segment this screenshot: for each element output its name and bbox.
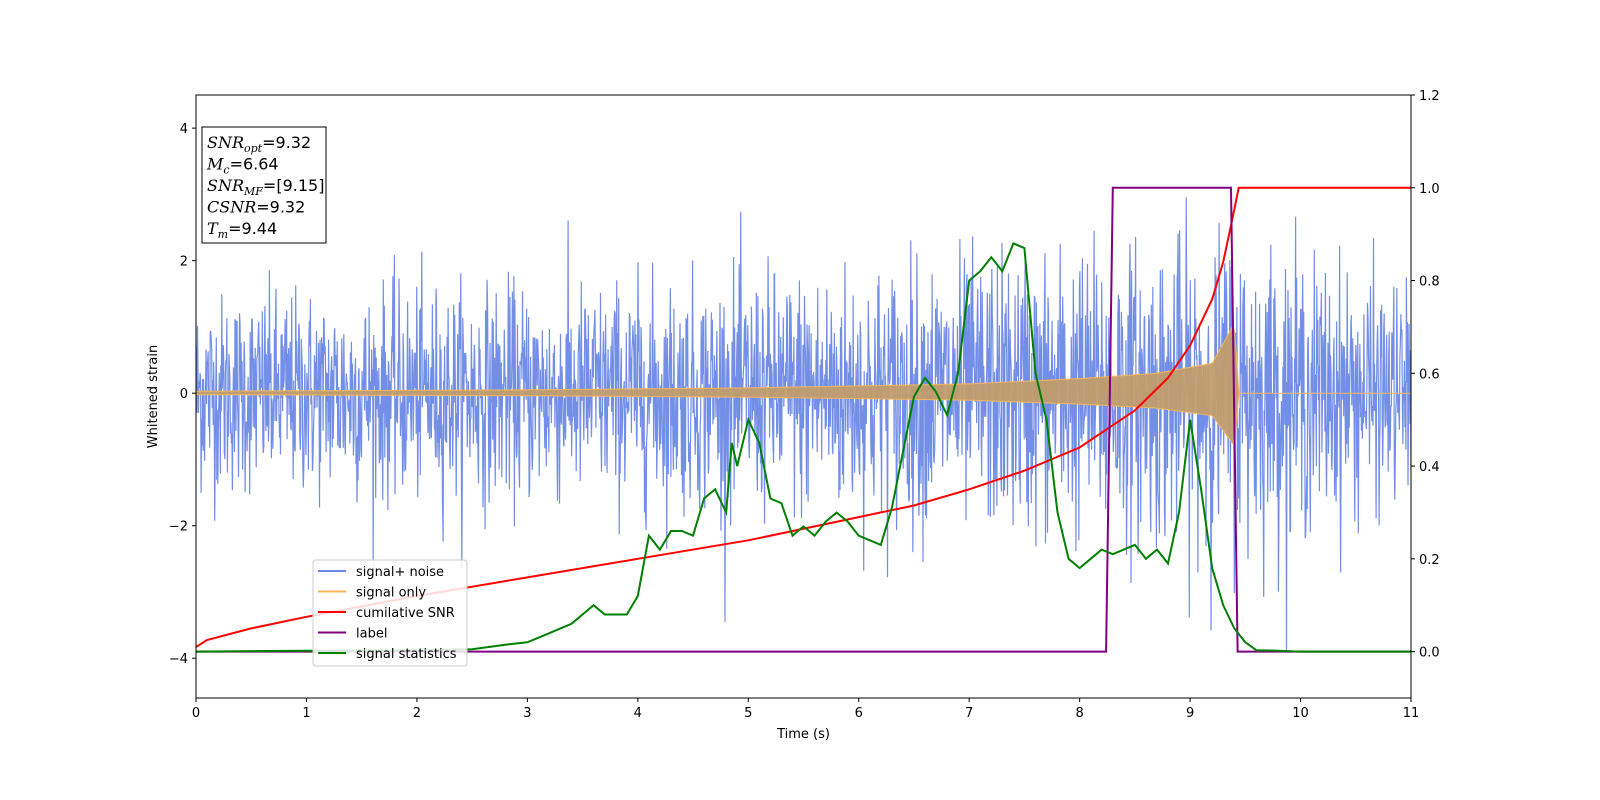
axis-ticks: 0 1 2 3 4 5 6 7 8 9 10 11 −4 −2 0 2 4 0.0 0.2 0.4 0.6 0.8 1.0 1…: [169, 89, 1440, 721]
x-tick-label: 10: [1292, 706, 1309, 721]
x-tick-label: 4: [634, 706, 642, 721]
series-signal-statistics: [196, 242, 1411, 653]
x-tick-label: 7: [965, 706, 973, 721]
annotation-value: =9.32: [256, 198, 305, 217]
legend-label: signal+ noise: [356, 565, 444, 580]
legend-frame: [312, 559, 468, 667]
annotation-frame: [201, 126, 327, 244]
y-left-tick-label: 0: [180, 387, 188, 402]
annotation-var: T: [207, 219, 219, 238]
series-signal-noise: [196, 197, 1411, 653]
annotation-var: CSNR: [207, 198, 256, 217]
x-tick-label: 2: [413, 706, 421, 721]
annotation-line: CSNR=9.32: [207, 198, 305, 217]
annotation-line: SNRMF=[9.15]: [207, 176, 324, 198]
series-label: [196, 186, 1411, 653]
series-signal-only: [196, 325, 1411, 445]
annotation-var: M: [206, 155, 224, 174]
annotation-value: =6.64: [230, 155, 279, 174]
x-tick-label: 6: [855, 706, 863, 721]
annotation-value: =9.44: [228, 219, 277, 238]
annotation-subscript: c: [223, 164, 229, 177]
y-right-tick-label: 0.8: [1419, 275, 1440, 290]
annotation-line: SNRopt=9.32: [207, 133, 311, 155]
y-right-tick-label: 0.4: [1419, 460, 1440, 475]
annotation-var: SNR: [207, 133, 244, 152]
annotation-subscript: MF: [243, 185, 263, 198]
legend-label: label: [356, 627, 387, 642]
stats-annotation-box: SNRopt=9.32Mc=6.64SNRMF=[9.15]CSNR=9.32T…: [201, 126, 327, 244]
y-left-tick-label: 4: [180, 122, 188, 137]
legend-label: cumilative SNR: [356, 606, 455, 621]
y-right-tick-label: 0.0: [1419, 646, 1440, 661]
annotation-value: =[9.15]: [263, 176, 325, 195]
axes-frame: [195, 94, 1412, 699]
y-left-tick-label: −2: [169, 520, 188, 535]
x-tick-label: 11: [1403, 706, 1420, 721]
annotation-line: Mc=6.64: [206, 155, 279, 177]
x-tick-label: 0: [192, 706, 200, 721]
y-right-tick-label: 1.2: [1419, 89, 1440, 104]
annotation-var: SNR: [207, 176, 244, 195]
y-right-tick-label: 0.2: [1419, 553, 1440, 568]
y-right-tick-label: 1.0: [1419, 182, 1440, 197]
x-tick-label: 3: [523, 706, 531, 721]
annotation-subscript: m: [218, 228, 228, 241]
legend-label: signal only: [356, 586, 426, 601]
legend: signal+ noise signal only cumilative SNR la…: [312, 559, 468, 667]
annotation-subscript: opt: [244, 142, 263, 155]
x-tick-label: 8: [1075, 706, 1083, 721]
legend-label: signal statistics: [356, 647, 457, 662]
x-axis-label: Time (s): [776, 727, 830, 742]
x-tick-label: 5: [744, 706, 752, 721]
x-tick-label: 1: [302, 706, 310, 721]
annotation-value: =9.32: [262, 133, 311, 152]
annotation-line: Tm=9.44: [207, 219, 277, 241]
y-left-tick-label: −4: [169, 652, 188, 667]
y-left-tick-label: 2: [180, 255, 188, 270]
y-right-tick-label: 0.6: [1419, 367, 1440, 382]
y-axis-label: Whitened strain: [146, 345, 161, 448]
x-tick-label: 9: [1186, 706, 1194, 721]
